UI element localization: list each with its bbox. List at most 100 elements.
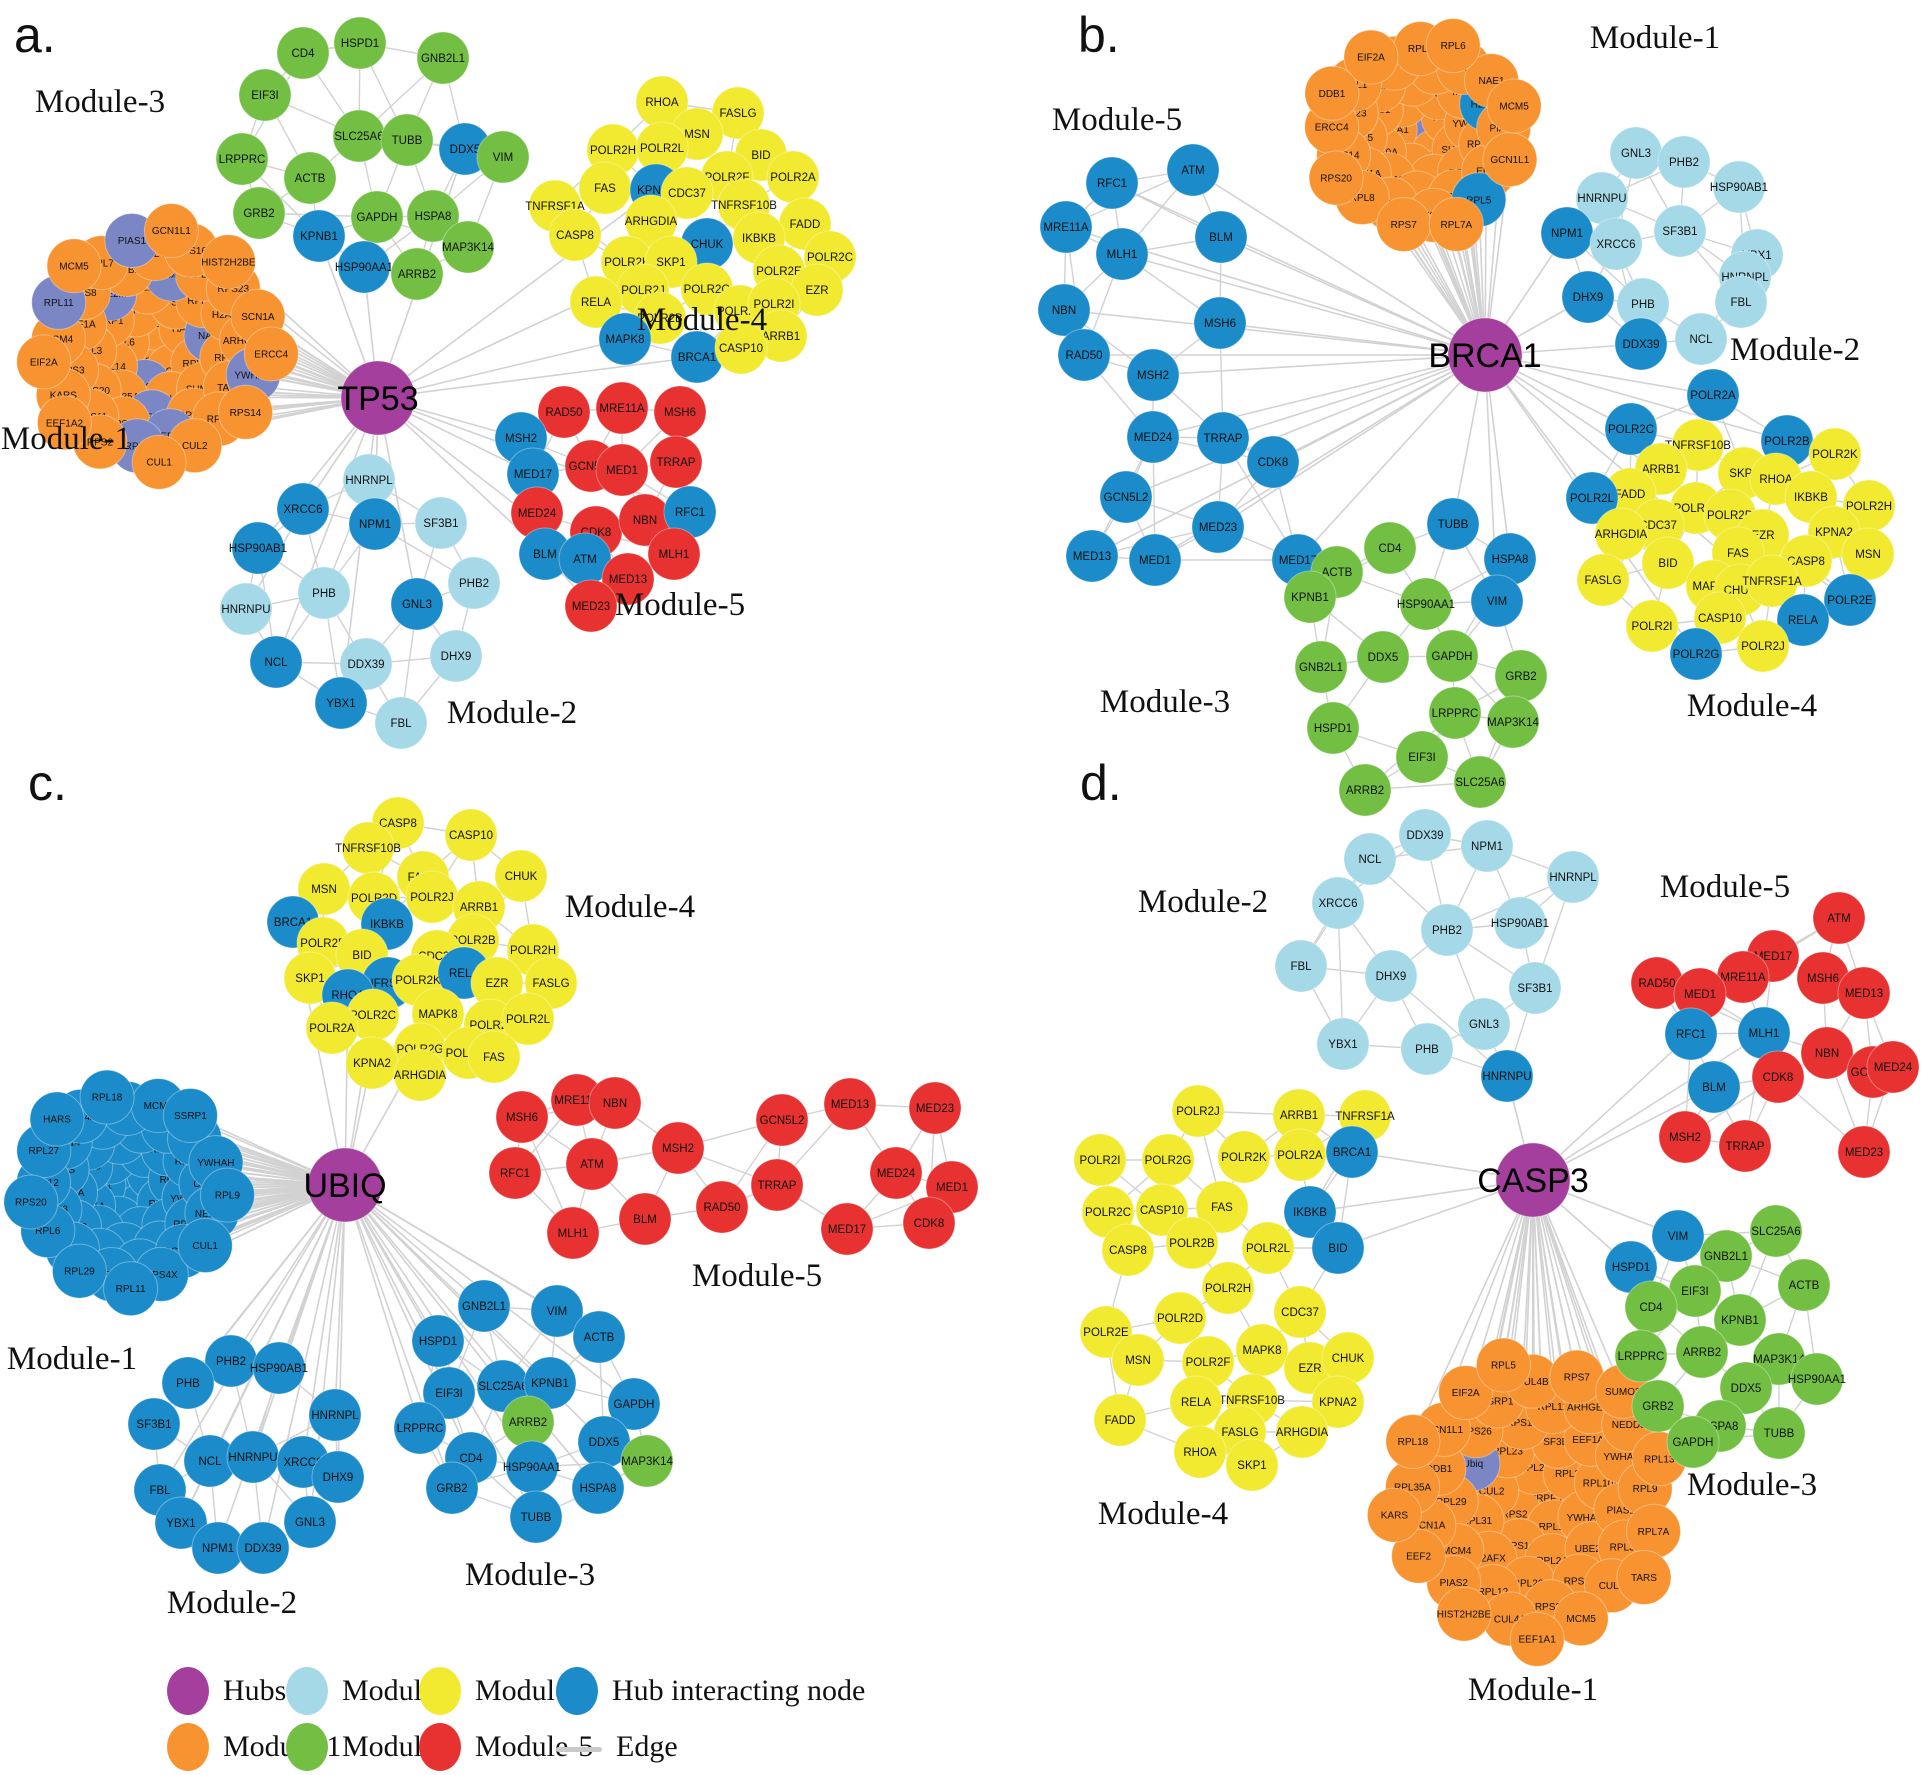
gene-node-EEF1A1[interactable]: EEF1A1 — [1509, 1611, 1565, 1667]
gene-node-GCN1L1[interactable]: GCN1L1 — [143, 203, 199, 259]
gene-node-MLH1[interactable]: MLH1 — [647, 527, 701, 581]
gene-node-TNFRSF10B[interactable]: TNFRSF10B — [1665, 418, 1731, 472]
gene-node-TUBB[interactable]: TUBB — [509, 1490, 563, 1544]
gene-node-VIM[interactable]: VIM — [530, 1284, 584, 1338]
gene-node-HSPD1[interactable]: HSPD1 — [333, 16, 387, 70]
gene-node-RFC1[interactable]: RFC1 — [1085, 156, 1139, 210]
gene-node-RPL11[interactable]: RPL11 — [103, 1261, 159, 1317]
gene-node-RPL7A[interactable]: RPL7A — [1625, 1503, 1681, 1559]
gene-node-ARHGDIA[interactable]: ARHGDIA — [1594, 507, 1648, 561]
gene-node-EEF2[interactable]: EEF2 — [1391, 1528, 1447, 1584]
gene-node-MLH1[interactable]: MLH1 — [546, 1206, 600, 1260]
gene-node-POLR2A[interactable]: POLR2A — [1273, 1128, 1327, 1182]
gene-node-RELA[interactable]: RELA — [1169, 1375, 1223, 1429]
gene-node-MED13[interactable]: MED13 — [1837, 966, 1891, 1020]
gene-node-POLR2A[interactable]: POLR2A — [766, 150, 820, 204]
gene-node-RAD50[interactable]: RAD50 — [537, 385, 591, 439]
gene-node-MCM5[interactable]: MCM5 — [46, 238, 102, 294]
gene-node-TRRAP[interactable]: TRRAP — [750, 1158, 804, 1212]
gene-node-PHB[interactable]: PHB — [297, 566, 351, 620]
gene-node-CASP10[interactable]: CASP10 — [714, 321, 768, 375]
gene-node-NCL[interactable]: NCL — [1343, 832, 1397, 886]
gene-node-MAP3K14[interactable]: MAP3K14 — [1486, 695, 1540, 749]
gene-node-TUBB[interactable]: TUBB — [380, 113, 434, 167]
gene-node-MSH6[interactable]: MSH6 — [495, 1090, 549, 1144]
gene-node-MED1[interactable]: MED1 — [595, 443, 649, 497]
gene-node-MSH2[interactable]: MSH2 — [651, 1121, 705, 1175]
gene-node-ATM[interactable]: ATM — [1812, 891, 1866, 945]
gene-node-LRPPRC[interactable]: LRPPRC — [393, 1401, 447, 1455]
gene-node-TNFRSF1A[interactable]: TNFRSF1A — [1742, 554, 1802, 608]
gene-node-HSP90AB1[interactable]: HSP90AB1 — [250, 1341, 308, 1395]
gene-node-CHUK[interactable]: CHUK — [1321, 1331, 1375, 1385]
gene-node-YBX1[interactable]: YBX1 — [314, 676, 368, 730]
gene-node-SLC25A6[interactable]: SLC25A6 — [1453, 755, 1507, 809]
gene-node-ERCC4[interactable]: ERCC4 — [243, 326, 299, 382]
gene-node-POLR2A[interactable]: POLR2A — [305, 1001, 359, 1055]
gene-node-POLR2J[interactable]: POLR2J — [405, 870, 459, 924]
gene-node-HIST2H2BE[interactable]: HIST2H2BE — [1436, 1586, 1492, 1642]
gene-node-POLR2B[interactable]: POLR2B — [1165, 1216, 1219, 1270]
gene-node-SF3B1[interactable]: SF3B1 — [1653, 204, 1707, 258]
gene-node-IKBKB[interactable]: IKBKB — [1283, 1185, 1337, 1239]
gene-node-MED13[interactable]: MED13 — [823, 1077, 877, 1131]
gene-node-GNL3[interactable]: GNL3 — [283, 1495, 337, 1549]
gene-node-FASLG[interactable]: FASLG — [1576, 553, 1630, 607]
gene-node-ARHGDIA[interactable]: ARHGDIA — [624, 194, 678, 248]
gene-node-MSN[interactable]: MSN — [1841, 527, 1895, 581]
gene-node-POLR2L[interactable]: POLR2L — [1565, 471, 1619, 525]
gene-node-RAD50[interactable]: RAD50 — [1057, 328, 1111, 382]
gene-node-GAPDH[interactable]: GAPDH — [1666, 1415, 1720, 1469]
gene-node-MAP3K14[interactable]: MAP3K14 — [620, 1434, 674, 1488]
gene-node-GAPDH[interactable]: GAPDH — [350, 190, 404, 244]
gene-node-NCL[interactable]: NCL — [249, 635, 303, 689]
gene-node-ARRB2[interactable]: ARRB2 — [1338, 763, 1392, 817]
gene-node-ARRB2[interactable]: ARRB2 — [390, 247, 444, 301]
gene-node-KPNB1[interactable]: KPNB1 — [523, 1356, 577, 1410]
gene-node-BID[interactable]: BID — [1311, 1221, 1365, 1275]
gene-node-HSP90AB1[interactable]: HSP90AB1 — [1710, 160, 1768, 214]
gene-node-HNRNPL[interactable]: HNRNPL — [308, 1388, 362, 1442]
gene-node-TRRAP[interactable]: TRRAP — [1196, 411, 1250, 465]
gene-node-CASP8[interactable]: CASP8 — [1101, 1223, 1155, 1277]
gene-node-MED24[interactable]: MED24 — [1866, 1040, 1920, 1094]
gene-node-CASP10[interactable]: CASP10 — [444, 808, 498, 862]
gene-node-CD4[interactable]: CD4 — [276, 26, 330, 80]
gene-node-MED24[interactable]: MED24 — [1126, 410, 1180, 464]
gene-node-GAPDH[interactable]: GAPDH — [1425, 629, 1479, 683]
gene-node-LRPPRC[interactable]: LRPPRC — [215, 132, 269, 186]
gene-node-SSRP1[interactable]: SSRP1 — [162, 1088, 218, 1144]
gene-node-FAS[interactable]: FAS — [467, 1030, 521, 1084]
gene-node-LRPPRC[interactable]: LRPPRC — [1614, 1329, 1668, 1383]
gene-node-NCL[interactable]: NCL — [1674, 312, 1728, 366]
gene-node-YBX1[interactable]: YBX1 — [1316, 1017, 1370, 1071]
gene-node-ATM[interactable]: ATM — [565, 1137, 619, 1191]
gene-node-RELA[interactable]: RELA — [569, 275, 623, 329]
gene-node-MED23[interactable]: MED23 — [908, 1081, 962, 1135]
gene-node-RPL29[interactable]: RPL29 — [51, 1243, 107, 1299]
gene-node-TRRAP[interactable]: TRRAP — [649, 435, 703, 489]
gene-node-POLR2K[interactable]: POLR2K — [1217, 1130, 1271, 1184]
gene-node-CD4[interactable]: CD4 — [1624, 1280, 1678, 1334]
gene-node-NBN[interactable]: NBN — [588, 1076, 642, 1130]
gene-node-CDC37[interactable]: CDC37 — [1273, 1285, 1327, 1339]
gene-node-TRRAP[interactable]: TRRAP — [1718, 1119, 1772, 1173]
gene-node-BID[interactable]: BID — [1641, 536, 1695, 590]
gene-node-MED23[interactable]: MED23 — [564, 579, 618, 633]
gene-node-NBN[interactable]: NBN — [1037, 283, 1091, 337]
gene-node-POLR2J[interactable]: POLR2J — [1171, 1084, 1225, 1138]
gene-node-FBL[interactable]: FBL — [1714, 275, 1768, 329]
gene-node-HNRNPU[interactable]: HNRNPU — [1480, 1049, 1534, 1103]
gene-node-VIM[interactable]: VIM — [1651, 1209, 1705, 1263]
gene-node-KPNB1[interactable]: KPNB1 — [1713, 1293, 1767, 1347]
gene-node-POLR2J[interactable]: POLR2J — [1736, 619, 1790, 673]
gene-node-DDX39[interactable]: DDX39 — [236, 1521, 290, 1575]
gene-node-ACTB[interactable]: ACTB — [1777, 1258, 1831, 1312]
gene-node-PHB2[interactable]: PHB2 — [1657, 135, 1711, 189]
gene-node-HSPA8[interactable]: HSPA8 — [1483, 532, 1537, 586]
gene-node-TNFRSF10B[interactable]: TNFRSF10B — [335, 821, 401, 875]
gene-node-HNRNPL[interactable]: HNRNPL — [1546, 850, 1600, 904]
gene-node-CASP8[interactable]: CASP8 — [548, 208, 602, 262]
gene-node-POLR2H[interactable]: POLR2H — [1201, 1261, 1255, 1315]
gene-node-ATM[interactable]: ATM — [558, 532, 612, 586]
